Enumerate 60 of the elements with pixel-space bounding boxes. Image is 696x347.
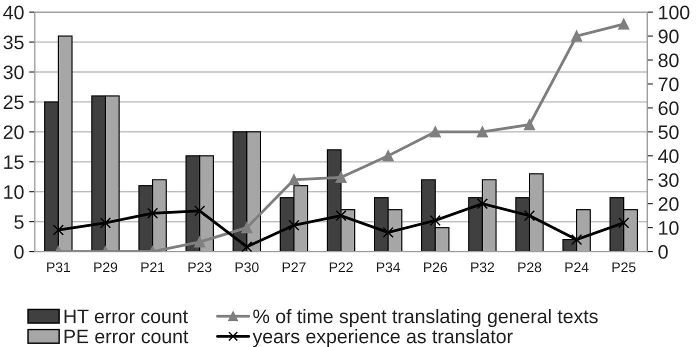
point [618,217,630,228]
y2-tick-label: 70 [658,77,679,92]
point [430,214,441,226]
y2-tick-label: 10 [659,221,679,235]
x-tick-label: P23 [188,262,212,272]
y-tick-label: 20 [4,125,24,140]
y-tick-label: 15 [4,155,24,170]
x-tick-label: P27 [282,262,306,272]
x-tick-label: P31 [47,262,70,272]
x-tick-label: P29 [94,262,118,272]
point [618,18,630,30]
x-tick-label: P24 [565,262,589,272]
point [194,236,206,248]
point [382,150,394,162]
y2-tick-label: 100 [659,6,690,20]
point [147,208,158,219]
point [430,126,441,138]
x-tick-label: P26 [424,262,448,272]
point [571,234,582,246]
x-tick-label: P32 [471,262,494,272]
point [524,210,536,222]
point [241,241,252,252]
legend-label: years experience as translator [252,329,513,347]
x-tick-label: P34 [376,262,400,272]
y-tick-label: 25 [4,95,24,110]
y2-tick-label: 40 [658,149,679,164]
point [100,217,112,228]
point [241,222,252,234]
point [52,224,64,236]
legend-label: PE error count [64,330,188,344]
point [194,205,206,216]
y-tick-label: 30 [4,65,24,80]
y-tick-label: 5 [14,215,24,229]
point [524,119,536,130]
point [288,220,300,231]
x-tick-label: P21 [141,262,164,272]
y2-tick-label: 60 [658,101,679,116]
point [476,198,488,210]
y-tick-label: 35 [4,36,24,50]
y-tick-label: 0 [14,245,24,259]
point [382,226,394,238]
x-tick-label: P22 [330,262,353,272]
legend-label: HT error count [64,310,188,324]
point [335,172,347,183]
point [288,174,300,186]
y2-tick-label: 20 [658,197,679,211]
point [571,30,582,42]
y2-tick-label: 0 [658,245,668,259]
legend-label: % of time spent translating general texts [253,308,598,328]
y2-tick-label: 90 [658,30,679,44]
point [476,126,488,138]
y-tick-label: 10 [4,185,24,199]
y2-tick-label: 80 [658,54,679,68]
y2-tick-label: 30 [658,173,679,187]
x-tick-label: P28 [518,262,542,272]
x-tick-label: P25 [612,262,636,272]
y2-tick-label: 50 [658,125,679,140]
x-tick-label: P30 [236,262,259,272]
y-tick-label: 40 [3,6,24,20]
point [335,210,347,222]
